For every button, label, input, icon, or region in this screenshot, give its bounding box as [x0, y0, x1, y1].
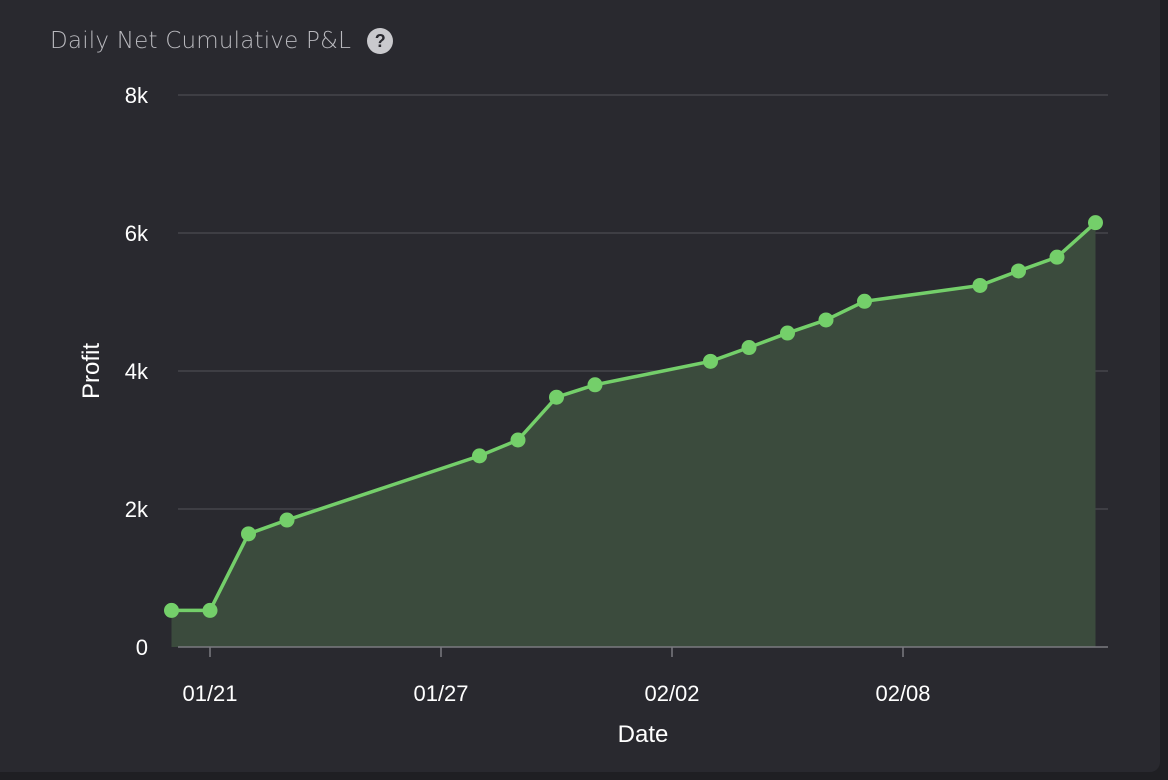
data-point: [703, 353, 718, 369]
y-tick-label: 4k: [125, 359, 149, 384]
data-point: [1088, 215, 1103, 231]
y-tick-label: 2k: [125, 497, 149, 522]
x-tick-label: 01/21: [182, 681, 237, 706]
y-tick-label: 0: [136, 635, 148, 660]
chart-header: Daily Net Cumulative P&L ?: [50, 28, 394, 54]
data-point: [780, 325, 795, 341]
data-point: [741, 340, 757, 356]
data-point: [818, 312, 834, 328]
area-layer: [171, 222, 1096, 647]
y-tick-label: 6k: [125, 221, 149, 246]
y-axis-label: Profit: [78, 343, 105, 399]
point-layer: [164, 215, 1103, 618]
x-tick-label: 02/02: [644, 681, 699, 706]
data-point: [510, 432, 526, 448]
data-point: [241, 526, 256, 542]
data-point: [972, 277, 988, 293]
data-point: [164, 602, 179, 618]
series-area: [171, 222, 1096, 647]
x-axis-label: Date: [618, 721, 669, 748]
data-point: [279, 512, 295, 528]
data-point: [857, 293, 872, 309]
x-tick-label: 02/08: [875, 681, 930, 706]
data-point: [1049, 249, 1065, 265]
data-point: [587, 377, 603, 393]
axis-layer: [178, 646, 1108, 657]
data-point: [472, 448, 487, 464]
data-point: [549, 389, 564, 405]
data-point: [202, 602, 218, 618]
data-point: [1011, 263, 1026, 279]
y-tick-label: 8k: [125, 83, 149, 108]
label-layer: 0 2k 4k 6k 8k 01/21 01/27 02/02 02/08 Date Profit: [78, 83, 931, 748]
chart-title: Daily Net Cumulative P&L: [50, 28, 352, 54]
x-tick-label: 01/27: [413, 681, 468, 706]
help-icon[interactable]: ?: [367, 28, 394, 54]
